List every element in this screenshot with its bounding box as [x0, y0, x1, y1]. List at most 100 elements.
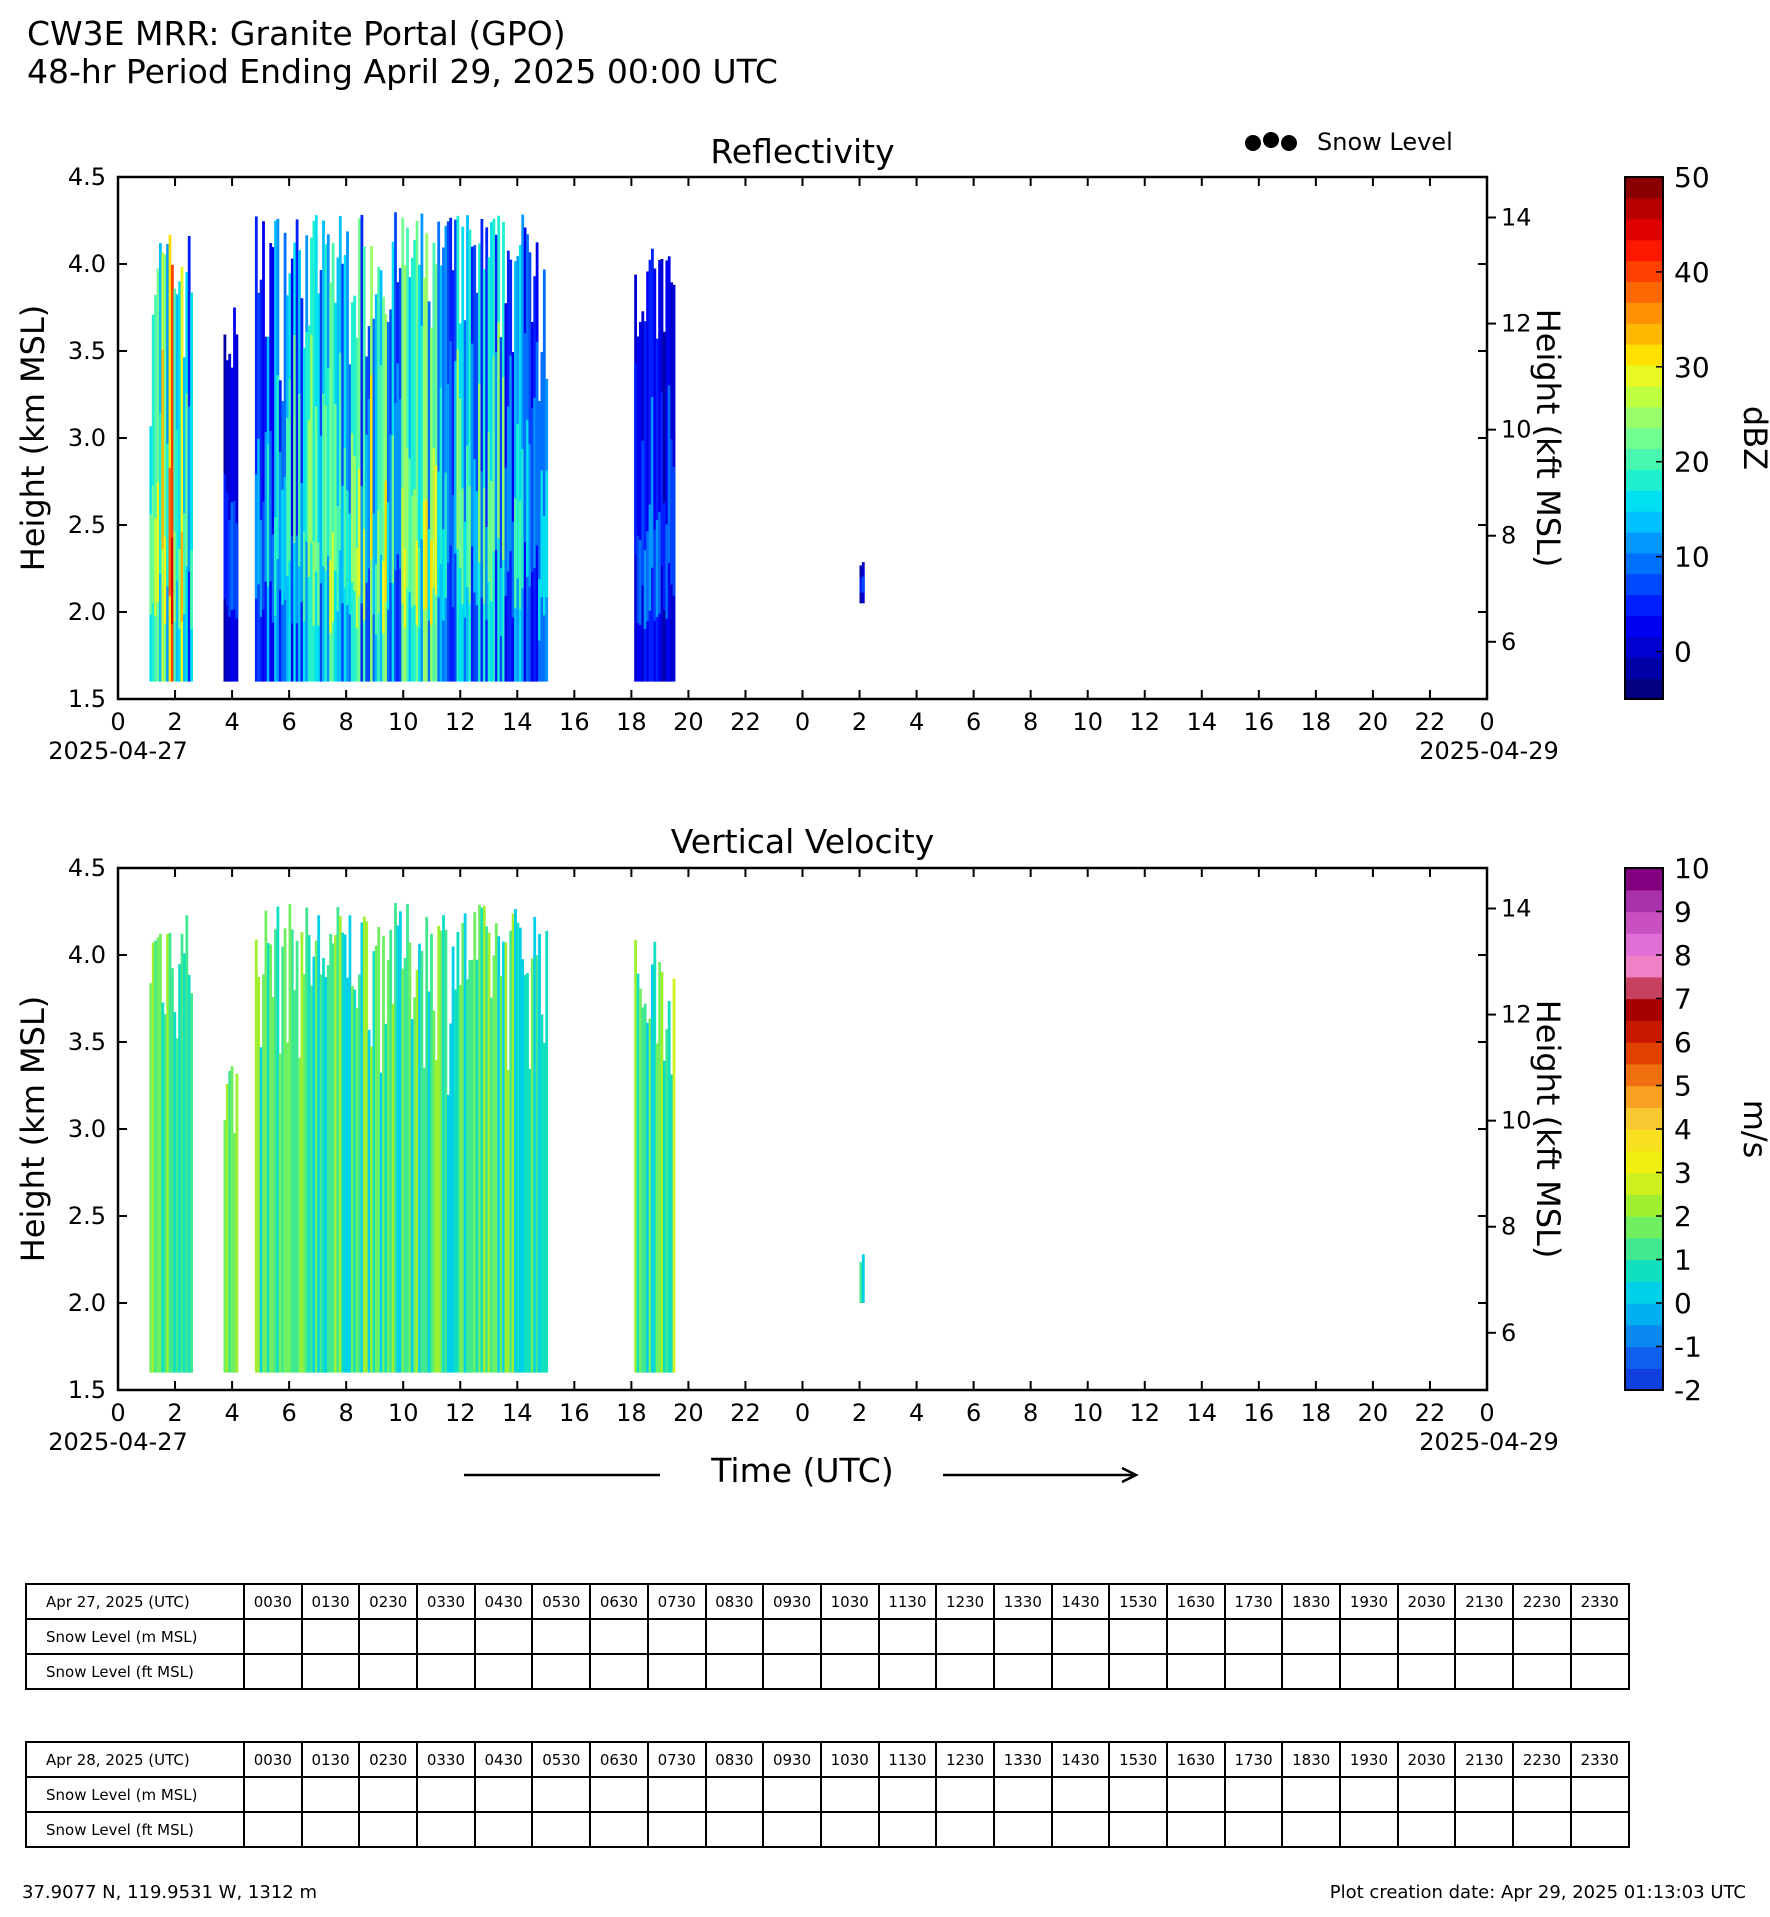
- chart-velocity-echo-column-2: [319, 974, 323, 1373]
- chart-reflectivity-echo-core-2: [523, 333, 527, 543]
- chart-reflectivity-echo-core-2: [454, 361, 457, 554]
- table-row-label: Snow Level (m MSL): [25, 1776, 245, 1813]
- chart-velocity-echo-column-2: [490, 997, 493, 1373]
- chart-velocity-echo-column-2: [331, 943, 335, 1373]
- chart-reflectivity-echo-column-2: [346, 231, 349, 682]
- table-row: Apr 27, 2025 (UTC) 0030 0130 0230 0330 0430 05…: [25, 1583, 1630, 1620]
- chart-velocity-echo-column-2: [353, 989, 357, 1373]
- chart-velocity-echo-column-3: [663, 1060, 666, 1373]
- chart-velocity-echo-column-2: [458, 984, 462, 1373]
- chart-velocity-echo-column-2: [521, 959, 525, 1373]
- plot-creation-date: Plot creation date: Apr 29, 2025 01:13:0…: [1329, 1882, 1746, 1903]
- table-time-header: 0430: [473, 1741, 534, 1778]
- chart-reflectivity-echo-core-2: [389, 434, 393, 583]
- chart-reflectivity-echo-core-2: [355, 548, 359, 629]
- table-cell: [1454, 1653, 1515, 1690]
- chart-reflectivity-echo-core-0: [175, 429, 179, 581]
- chart-reflectivity-echo-column-0: [171, 264, 174, 682]
- chart-velocity-echo-column-2: [533, 916, 537, 1373]
- chart-velocity-panel: Vertical Velocity 1.5 2.0 2.5 3.0 3.5 4.0 4.5 6 8…: [14, 822, 1770, 1456]
- chart-reflectivity-echo-core-2: [271, 534, 275, 623]
- chart-velocity-echo-column-0: [163, 1014, 167, 1373]
- table-cell: [935, 1618, 995, 1655]
- chart-reflectivity-echo-core-2: [276, 375, 280, 559]
- chart-reflectivity-colorbar-tick-label: 0: [1674, 636, 1692, 669]
- table-cell: [646, 1776, 707, 1813]
- chart-velocity-echo-column-2: [422, 1067, 426, 1373]
- table-cell: [243, 1653, 303, 1690]
- chart-velocity-ytick-kft-label: 12: [1501, 1001, 1532, 1029]
- chart-reflectivity-echo-core-0: [166, 443, 169, 587]
- chart-velocity-echo-column-2: [271, 997, 275, 1373]
- chart-velocity-echo-column-3: [653, 941, 657, 1373]
- chart-velocity-echo-column-1: [228, 1070, 232, 1373]
- table-cell: [704, 1618, 765, 1655]
- chart-velocity-ylabel: Height (km MSL): [14, 996, 52, 1263]
- table-cell: [531, 1618, 592, 1655]
- chart-reflectivity-colorbar-swatch: [1625, 218, 1663, 241]
- chart-velocity-colorbar-tick-label: 7: [1674, 983, 1692, 1016]
- chart-reflectivity-echo-column-3: [646, 271, 649, 682]
- chart-reflectivity-echo-core-4: [859, 577, 863, 593]
- chart-reflectivity-echo-core-2: [326, 368, 330, 557]
- table-time-header: 2330: [1569, 1583, 1630, 1620]
- chart-velocity-echo-column-2: [367, 1029, 371, 1373]
- chart-velocity-colorbar-swatch: [1625, 889, 1663, 913]
- chart-reflectivity-echo-column-0: [180, 266, 184, 682]
- table-cell: [1569, 1811, 1630, 1848]
- chart-velocity-xtick-label: 10: [1072, 1399, 1103, 1427]
- chart-velocity-colorbar-tick-label: 9: [1674, 896, 1692, 929]
- table-time-header: 0330: [416, 1741, 476, 1778]
- chart-velocity-echo-column-2: [286, 1042, 289, 1373]
- chart-reflectivity-colorbar-swatch: [1625, 448, 1663, 470]
- chart-velocity-echo-column-3: [660, 971, 664, 1373]
- chart-velocity-colorbar-swatch: [1625, 976, 1663, 1000]
- table-time-header: 1730: [1223, 1741, 1284, 1778]
- chart-reflectivity-echo-core-2: [394, 403, 397, 571]
- table-cell: [589, 1618, 649, 1655]
- chart-reflectivity-ytick-label: 1.5: [68, 685, 106, 713]
- table-time-header: 1830: [1281, 1741, 1342, 1778]
- chart-velocity-echo-column-2: [408, 942, 412, 1373]
- chart-velocity-echo-column-3: [634, 939, 637, 1373]
- table-time-header: 1930: [1339, 1741, 1399, 1778]
- chart-reflectivity-echo-column-3: [653, 268, 657, 682]
- chart-reflectivity-echo-core-2: [384, 480, 388, 602]
- chart-velocity-echo-column-2: [264, 910, 268, 1373]
- chart-reflectivity-echo-column-2: [418, 264, 421, 682]
- chart-velocity-echo-column-2: [288, 904, 292, 1373]
- chart-reflectivity-colorbar-swatch: [1625, 573, 1663, 596]
- chart-velocity-echo-column-2: [295, 940, 299, 1373]
- chart-velocity-echo-column-2: [434, 1060, 438, 1373]
- table-time-header: 1330: [992, 1583, 1053, 1620]
- chart-velocity-ytick-kft-label: 6: [1501, 1319, 1516, 1347]
- chart-reflectivity-echo-core-0: [163, 536, 167, 624]
- chart-reflectivity-end-date: 2025-04-29: [1419, 737, 1558, 765]
- chart-reflectivity-echo-column-2: [514, 261, 517, 682]
- chart-velocity-echo-column-2: [528, 1068, 532, 1373]
- chart-reflectivity-echo-core-2: [346, 490, 349, 606]
- table-cell: [1569, 1776, 1630, 1813]
- chart-reflectivity-echo-core-2: [514, 498, 517, 609]
- chart-velocity-echo-column-2: [310, 985, 313, 1373]
- snow-level-table-day1: Apr 27, 2025 (UTC) 0030 0130 0230 0330 0430 05…: [25, 1583, 1630, 1690]
- table-time-header: 1230: [935, 1741, 995, 1778]
- chart-reflectivity-echo-core-2: [298, 393, 301, 567]
- table-time-header: 2230: [1512, 1741, 1572, 1778]
- chart-velocity-echo-column-2: [350, 986, 354, 1373]
- chart-velocity-echo-column-0: [180, 933, 184, 1373]
- table-cell: [1454, 1618, 1515, 1655]
- chart-reflectivity-echo-column-2: [490, 222, 493, 682]
- chart-velocity-echo-column-2: [262, 974, 265, 1373]
- table-cell: [1512, 1618, 1572, 1655]
- chart-velocity-echo-column-2: [485, 926, 489, 1373]
- chart-velocity-ytick-kft-label: 10: [1501, 1107, 1532, 1135]
- chart-velocity-echo-column-2: [437, 925, 441, 1373]
- table-cell: [877, 1811, 938, 1848]
- chart-reflectivity-echo-core-2: [425, 499, 429, 609]
- chart-reflectivity-xtick-label: 16: [1244, 708, 1275, 736]
- table-cell: [1512, 1653, 1572, 1690]
- table-time-header: 0630: [589, 1583, 649, 1620]
- chart-reflectivity-echo-column-2: [427, 301, 431, 682]
- chart-reflectivity-colorbar-swatch: [1625, 364, 1663, 387]
